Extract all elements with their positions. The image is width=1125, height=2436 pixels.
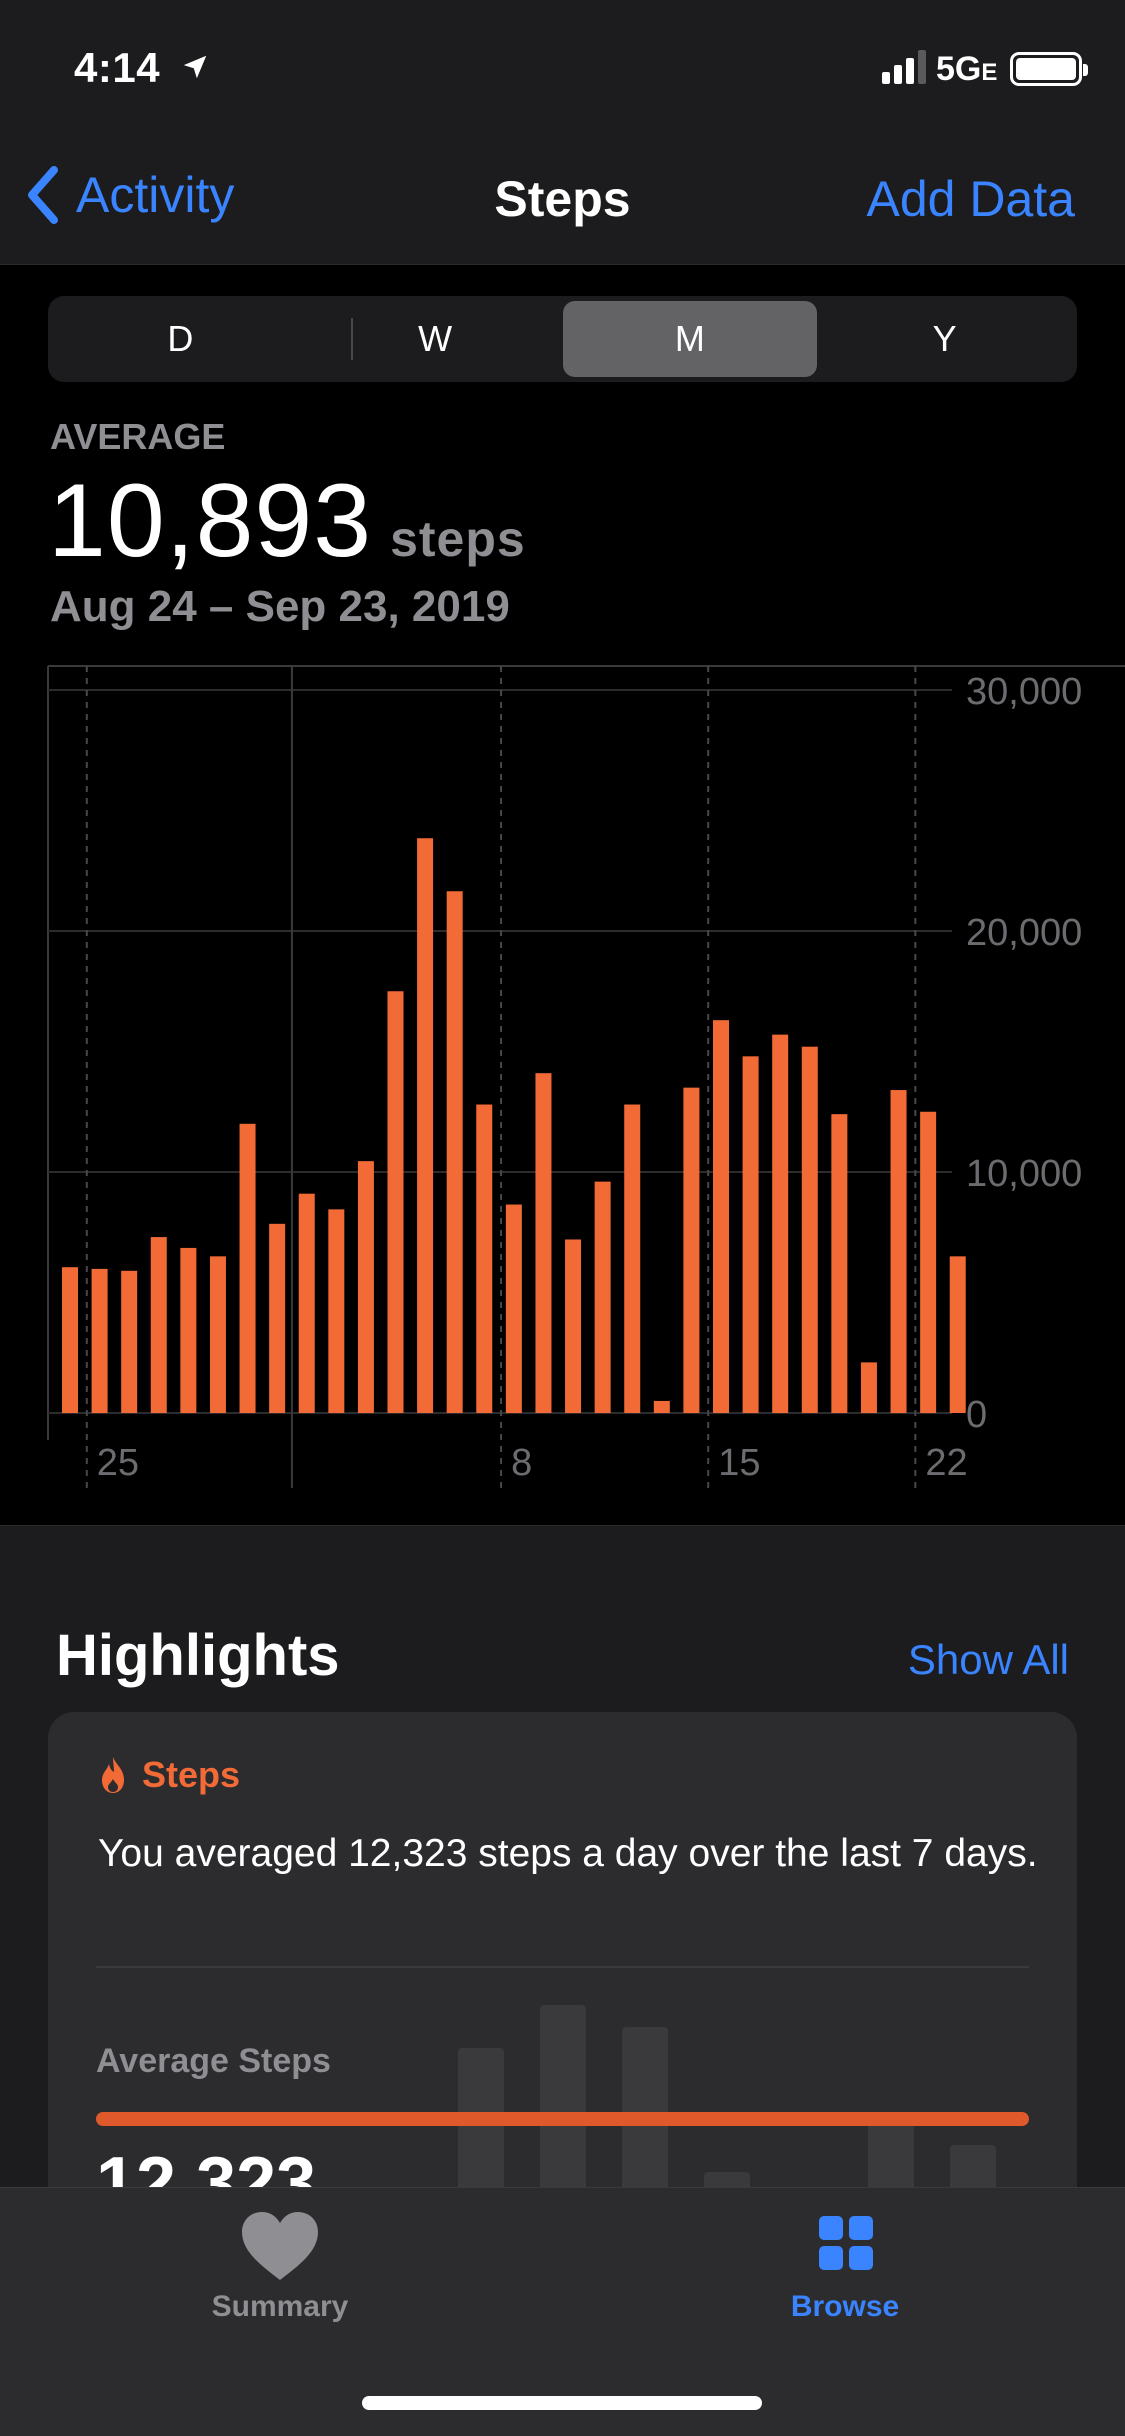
date-range: Aug 24 – Sep 23, 2019 bbox=[50, 582, 510, 631]
bar bbox=[476, 1104, 493, 1413]
y-tick-label: 20,000 bbox=[966, 912, 1082, 954]
back-button[interactable]: Activity bbox=[22, 164, 234, 226]
home-indicator bbox=[362, 2396, 762, 2410]
card-category: Steps bbox=[142, 1754, 241, 1795]
x-tick-label: 22 bbox=[925, 1442, 967, 1484]
battery-icon bbox=[1010, 52, 1088, 86]
bar bbox=[239, 1123, 256, 1413]
bar bbox=[180, 1247, 197, 1413]
heart-icon bbox=[242, 2212, 318, 2280]
average-unit: steps bbox=[390, 511, 526, 567]
bar bbox=[209, 1256, 226, 1413]
bar bbox=[62, 1267, 78, 1413]
segment-month[interactable]: M bbox=[562, 301, 818, 377]
tab-browse[interactable]: Browse bbox=[715, 2210, 975, 2324]
bar bbox=[801, 1046, 818, 1413]
y-tick-label: 10,000 bbox=[966, 1153, 1082, 1195]
flame-icon bbox=[102, 1757, 124, 1793]
segment-day[interactable]: D bbox=[167, 318, 194, 359]
bar bbox=[269, 1223, 286, 1413]
tab-browse-label: Browse bbox=[790, 2290, 900, 2323]
highlights-title: Highlights bbox=[56, 1623, 340, 1688]
segment-divider bbox=[351, 318, 353, 360]
y-tick-label: 30,000 bbox=[966, 671, 1082, 713]
y-tick-label: 0 bbox=[966, 1394, 987, 1436]
x-tick-label: 8 bbox=[511, 1442, 532, 1484]
bar bbox=[91, 1268, 108, 1413]
bar bbox=[298, 1193, 315, 1413]
bar bbox=[920, 1111, 937, 1413]
segment-week[interactable]: W bbox=[418, 318, 453, 359]
navigation-header: 4:14 5GE Activity Steps Add Data bbox=[0, 0, 1125, 265]
bar bbox=[505, 1204, 522, 1413]
average-number: 10,893 bbox=[48, 463, 373, 579]
tab-summary-label: Summary bbox=[211, 2290, 349, 2323]
chevron-left-icon bbox=[28, 166, 58, 224]
x-tick-label: 15 bbox=[718, 1442, 760, 1484]
show-all-link[interactable]: Show All bbox=[907, 1636, 1069, 1683]
bar bbox=[831, 1114, 848, 1413]
bar bbox=[565, 1239, 582, 1413]
tab-bar: Summary Browse bbox=[0, 2187, 1125, 2436]
steps-bar-chart[interactable]: 0 10,000 20,000 30,000 25 8 15 22 bbox=[0, 660, 1125, 1500]
bar bbox=[121, 1270, 138, 1413]
bar bbox=[357, 1161, 374, 1413]
bar bbox=[683, 1087, 700, 1413]
x-tick-label: 25 bbox=[97, 1442, 139, 1484]
average-steps-label: Average Steps bbox=[96, 2042, 331, 2080]
bar bbox=[890, 1090, 907, 1413]
location-arrow-icon bbox=[183, 55, 207, 79]
bar bbox=[594, 1181, 611, 1413]
bar bbox=[860, 1362, 877, 1413]
bar bbox=[417, 838, 434, 1413]
card-divider bbox=[96, 1966, 1029, 1968]
network-indicator: 5GE bbox=[936, 50, 998, 88]
bar bbox=[624, 1104, 641, 1413]
bar bbox=[535, 1073, 552, 1413]
cellular-signal-icon bbox=[882, 50, 926, 84]
bar bbox=[653, 1400, 670, 1413]
segment-year[interactable]: Y bbox=[932, 318, 957, 359]
page-title: Steps bbox=[494, 171, 631, 227]
bar bbox=[772, 1034, 789, 1413]
bar bbox=[387, 991, 404, 1413]
bar bbox=[742, 1056, 759, 1413]
bar bbox=[328, 1209, 345, 1413]
average-value: 10,893 steps bbox=[48, 462, 526, 581]
average-label: AVERAGE bbox=[50, 416, 226, 457]
card-header: Steps bbox=[98, 1754, 240, 1796]
status-time: 4:14 bbox=[74, 44, 161, 91]
average-line bbox=[96, 2112, 1029, 2126]
bar bbox=[150, 1237, 167, 1413]
tab-summary[interactable]: Summary bbox=[150, 2210, 410, 2324]
bar bbox=[712, 1020, 729, 1413]
card-description: You averaged 12,323 steps a day over the… bbox=[98, 1832, 1038, 1875]
bar bbox=[949, 1256, 966, 1413]
time-range-segmented-control: D W M Y bbox=[48, 296, 1077, 382]
bar bbox=[446, 891, 463, 1413]
back-label: Activity bbox=[76, 167, 235, 223]
grid-icon bbox=[819, 2216, 873, 2270]
add-data-button[interactable]: Add Data bbox=[866, 171, 1075, 227]
